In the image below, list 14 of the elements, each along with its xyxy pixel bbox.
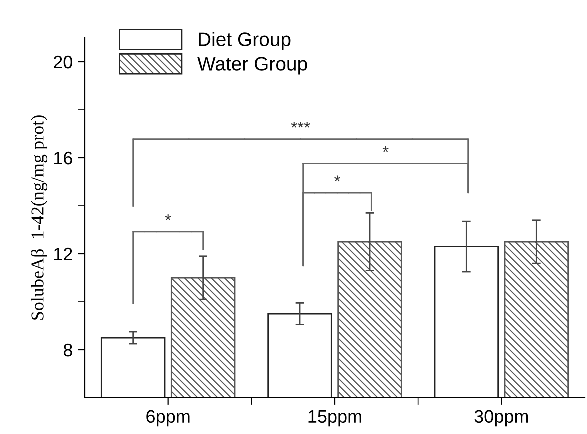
- x-tick-label: 15ppm: [308, 410, 362, 427]
- y-tick-label: 16: [54, 152, 72, 165]
- annotation: ***: [291, 122, 310, 128]
- annotation: *: [382, 146, 389, 152]
- legend-label: Diet Group: [199, 32, 291, 50]
- legend-label: Water Group: [198, 57, 308, 75]
- y-tick-label: 8: [64, 344, 72, 357]
- y-tick-label: 12: [54, 248, 72, 261]
- annotation: *: [165, 214, 172, 220]
- y-tick-label: 20: [54, 56, 72, 69]
- x-tick-label: 6ppm: [146, 410, 190, 427]
- x-tick-label: 30ppm: [474, 410, 528, 427]
- y-axis-title: SolubeAβ 1-42(ng/mg prot): [30, 116, 48, 320]
- annotation: *: [334, 176, 340, 182]
